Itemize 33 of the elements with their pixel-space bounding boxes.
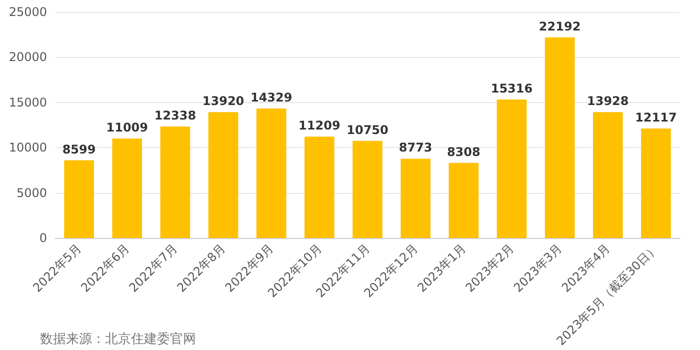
bar (592, 112, 623, 238)
y-tick-label: 15000 (8, 95, 47, 110)
bar (64, 160, 94, 238)
y-tick-label: 25000 (8, 5, 47, 19)
bar (496, 100, 527, 238)
data-label: 13920 (202, 94, 244, 108)
bar (544, 37, 575, 238)
data-label: 8599 (62, 142, 96, 156)
bar (304, 136, 334, 238)
bar (256, 108, 286, 238)
bar (112, 138, 142, 238)
source-note: 数据来源：北京住建委官网 (40, 331, 196, 347)
bar (641, 128, 671, 238)
y-tick-label: 20000 (8, 50, 47, 64)
y-tick-label: 5000 (16, 186, 47, 200)
data-label: 15316 (490, 82, 533, 96)
bar (448, 162, 479, 238)
data-label: 14329 (250, 90, 292, 104)
data-label: 12117 (635, 110, 677, 124)
y-tick-label: 0 (39, 231, 47, 245)
data-label: 22192 (538, 19, 581, 34)
data-label: 11009 (106, 120, 148, 134)
bar (352, 140, 382, 238)
data-label: 8773 (398, 140, 432, 155)
data-label: 11209 (298, 118, 340, 133)
data-label: 8308 (446, 144, 480, 159)
y-tick-label: 10000 (8, 140, 47, 155)
data-label: 12338 (154, 108, 196, 122)
bar (160, 126, 190, 238)
bar (208, 112, 238, 238)
data-label: 10750 (346, 122, 388, 137)
data-label: 13928 (587, 94, 629, 108)
bar (400, 158, 430, 238)
